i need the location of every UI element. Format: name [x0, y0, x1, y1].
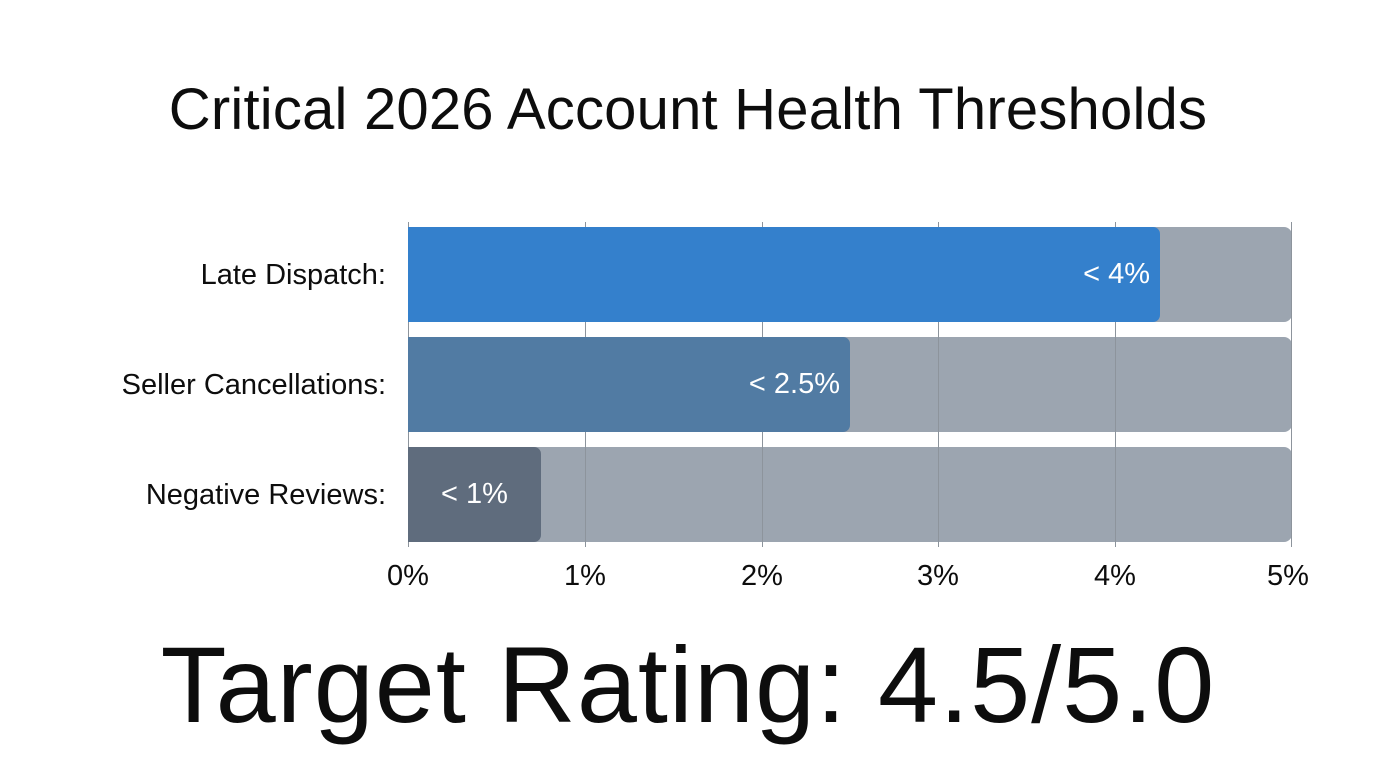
bar-value-label: < 4%: [1083, 258, 1150, 290]
gridline: [1115, 222, 1116, 547]
target-rating: Target Rating: 4.5/5.0: [160, 624, 1216, 745]
bar-seller-cancellations: < 2.5%: [408, 337, 850, 432]
bar-value-label: < 2.5%: [748, 368, 840, 400]
bar-late-dispatch: < 4%: [408, 227, 1160, 322]
gridline: [1291, 222, 1292, 547]
chart-title: Critical 2026 Account Health Thresholds: [168, 77, 1208, 142]
x-tick-label: 2%: [741, 560, 783, 592]
category-label-late-dispatch: Late Dispatch:: [200, 259, 386, 291]
plot-area: < 4% < 2.5% < 1%: [408, 222, 1292, 547]
category-label-seller-cancellations: Seller Cancellations:: [121, 369, 386, 401]
x-tick-label: 3%: [917, 560, 959, 592]
bar-track: [408, 447, 1292, 542]
bar-negative-reviews: < 1%: [408, 447, 541, 542]
category-label-negative-reviews: Negative Reviews:: [145, 479, 386, 511]
x-tick-label: 1%: [564, 560, 606, 592]
gridline: [938, 222, 939, 547]
x-tick-label: 4%: [1094, 560, 1136, 592]
x-tick-label: 0%: [387, 560, 429, 592]
bar-value-label: < 1%: [441, 478, 508, 510]
x-tick-label: 5%: [1267, 560, 1309, 592]
